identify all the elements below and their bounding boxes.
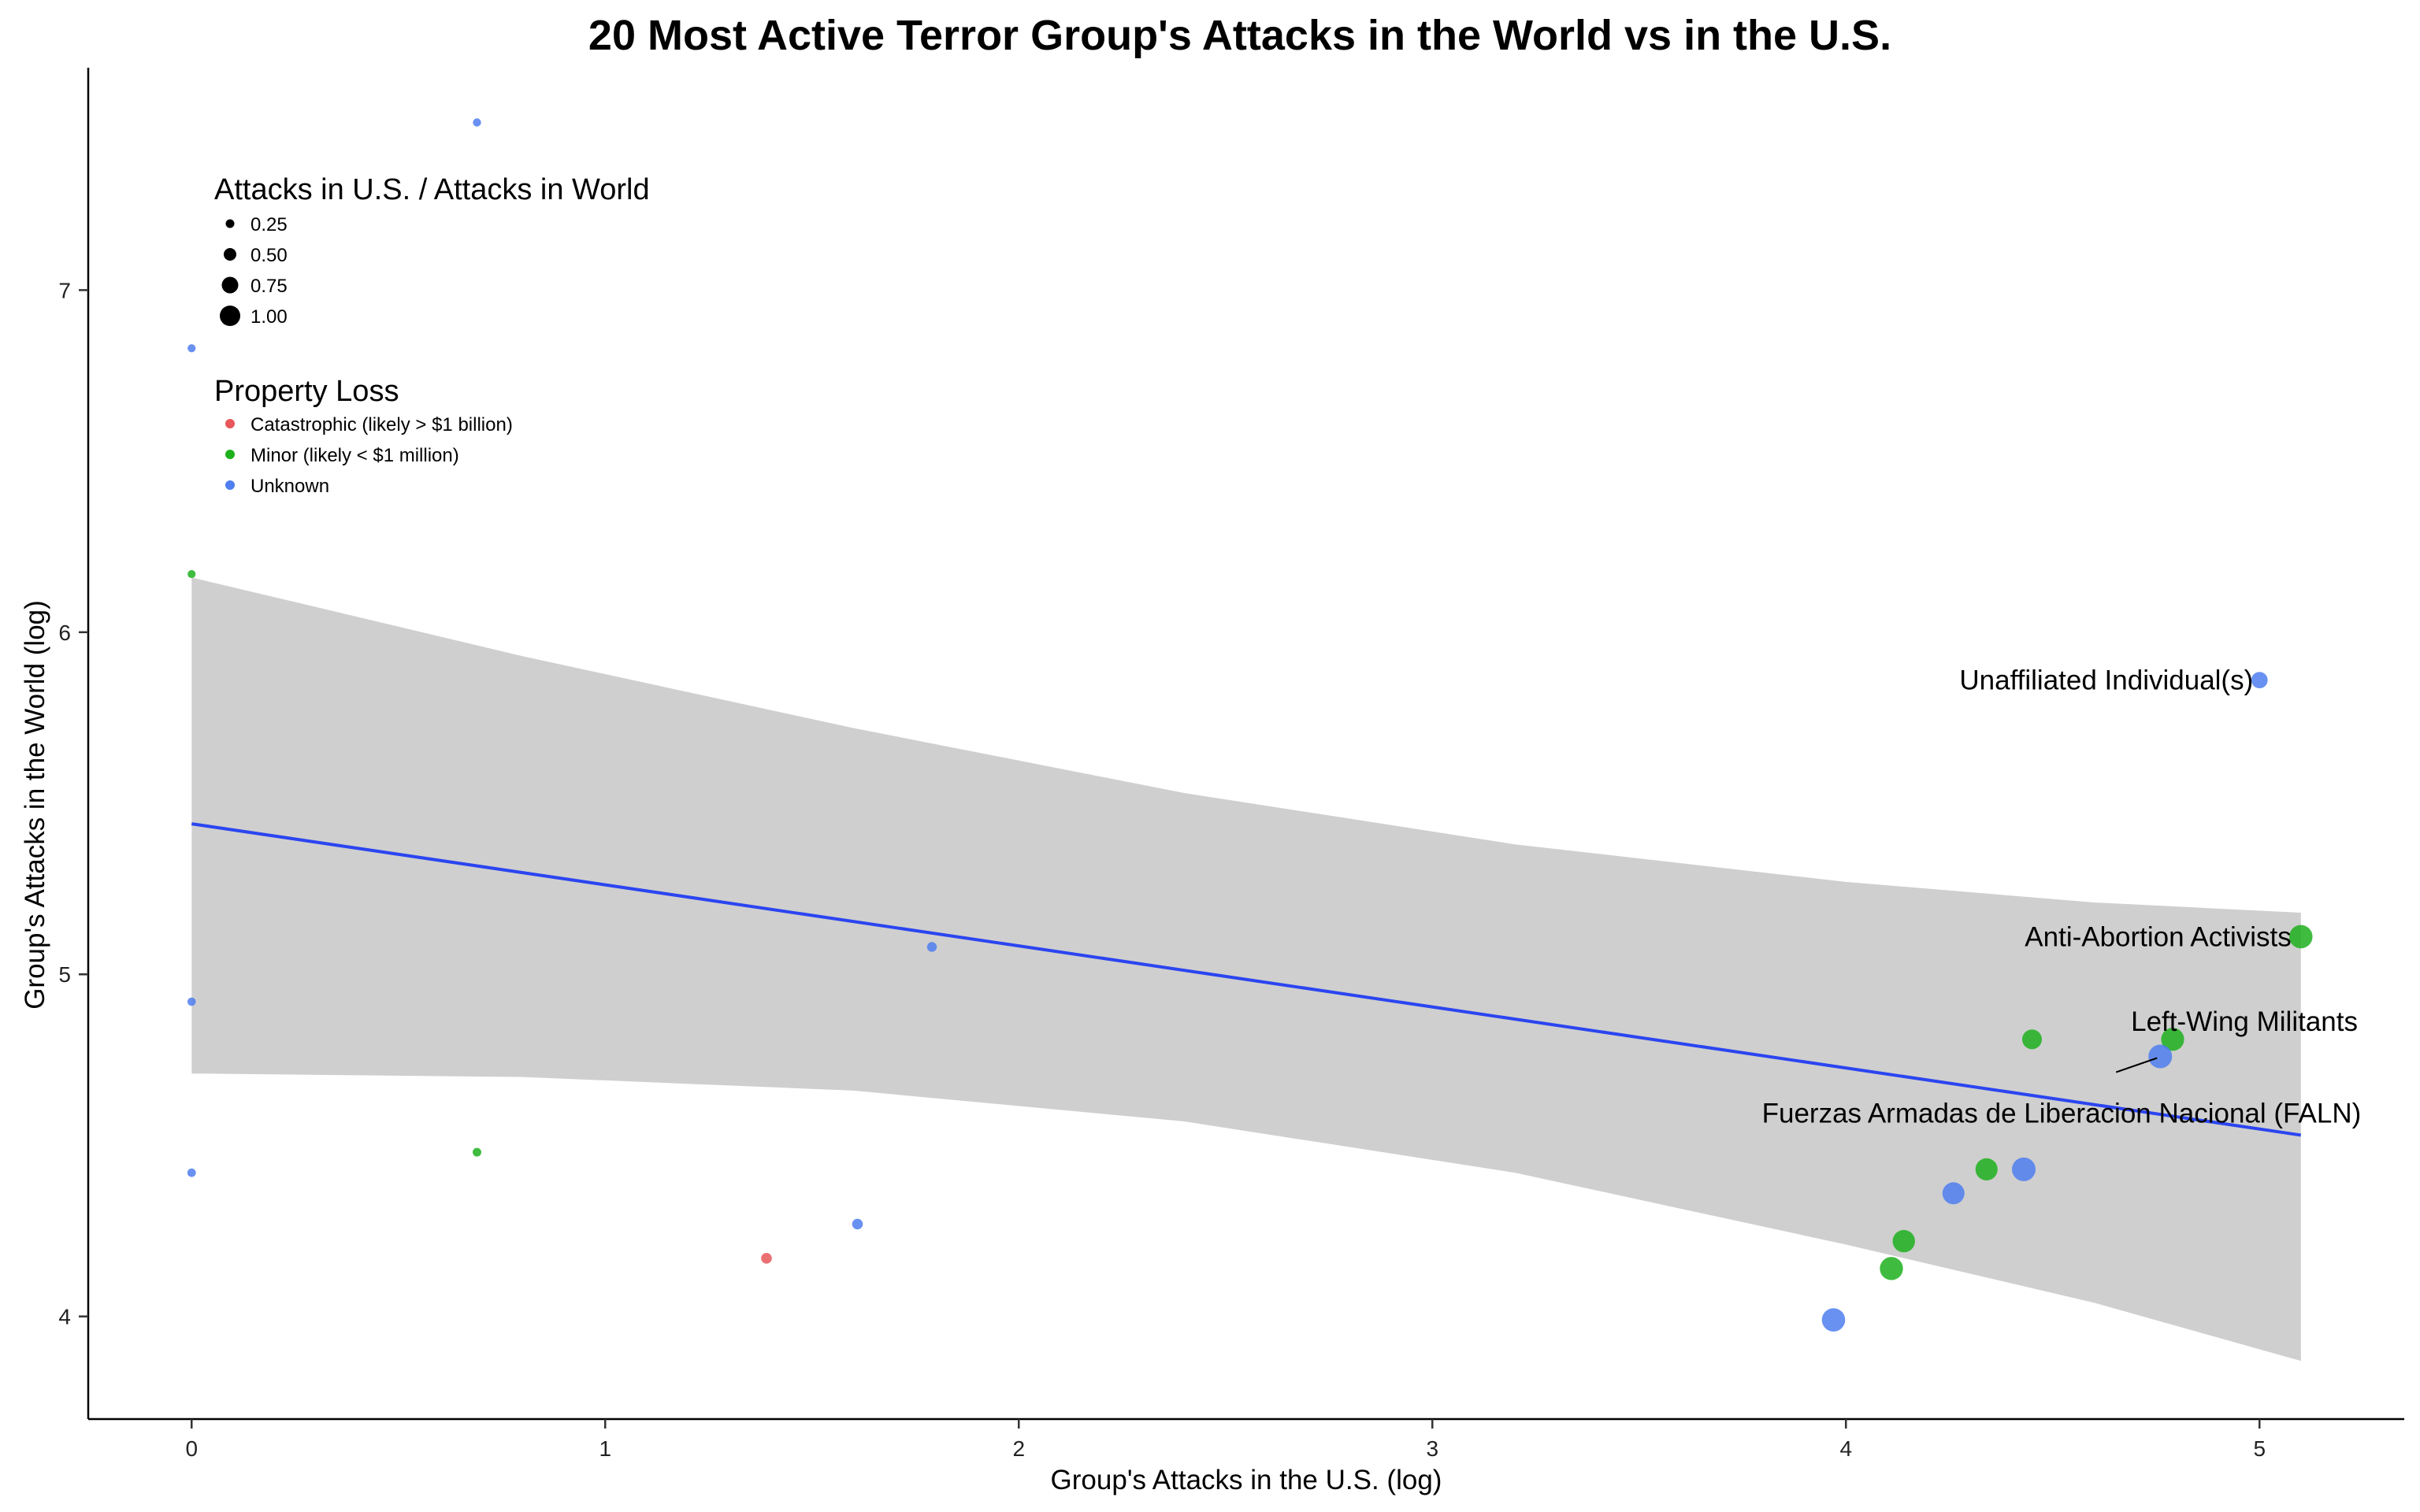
data-point: [1943, 1182, 1965, 1204]
data-point: [1822, 1308, 1846, 1332]
color-legend-label: Unknown: [251, 476, 329, 497]
size-legend-label: 1.00: [251, 306, 288, 328]
x-tick-label: 3: [1426, 1436, 1438, 1461]
data-point: [2148, 1045, 2172, 1069]
y-tick-label: 4: [58, 1305, 71, 1329]
data-point: [473, 118, 481, 126]
y-tick-label: 7: [58, 278, 71, 302]
y-tick-label: 6: [58, 621, 71, 645]
data-point: [2289, 925, 2313, 949]
x-axis-title: Group's Attacks in the U.S. (log): [1051, 1465, 1442, 1495]
point-label: Fuerzas Armadas de Liberacion Nacional (…: [1762, 1099, 2362, 1129]
size-legend-label: 0.50: [251, 245, 288, 266]
data-point: [2251, 672, 2268, 688]
x-tick-label: 1: [599, 1436, 611, 1461]
color-legend-label: Minor (likely < $1 million): [251, 445, 459, 466]
chart-title: 20 Most Active Terror Group's Attacks in…: [588, 12, 1891, 59]
data-point: [761, 1253, 772, 1264]
x-tick-label: 2: [1012, 1436, 1025, 1461]
legend: Attacks in U.S. / Attacks in World 0.25 0.…: [214, 173, 650, 497]
data-point: [2022, 1029, 2042, 1049]
data-point: [1893, 1230, 1915, 1252]
y-tick-label: 5: [58, 962, 71, 987]
color-legend-title: Property Loss: [214, 375, 399, 408]
point-label: Left-Wing Militants: [2131, 1006, 2358, 1037]
data-point: [473, 1148, 481, 1157]
plot-area: 0 1 2 3 4 5 4 5 6 7 Unaffiliated Individual(s) Anti…: [58, 68, 2404, 1461]
data-point: [1976, 1158, 1998, 1180]
size-legend-key: [224, 248, 236, 261]
data-point: [187, 344, 195, 352]
x-tick-label: 4: [1839, 1436, 1852, 1461]
x-tick-label: 5: [2253, 1436, 2266, 1461]
size-legend-title: Attacks in U.S. / Attacks in World: [214, 173, 650, 206]
color-legend-key: [225, 450, 235, 459]
size-legend-key: [220, 306, 240, 326]
data-point: [187, 1169, 196, 1177]
data-point: [927, 942, 937, 951]
color-legend-key: [225, 480, 235, 490]
size-legend-key: [222, 277, 239, 294]
data-point: [187, 570, 195, 578]
point-label: Anti-Abortion Activists: [2025, 921, 2291, 952]
size-legend-key: [226, 220, 235, 228]
size-legend-label: 0.25: [251, 214, 288, 235]
x-tick-label: 0: [185, 1436, 198, 1461]
color-legend-key: [225, 419, 235, 428]
point-label: Unaffiliated Individual(s): [1959, 665, 2253, 696]
y-axis-title: Group's Attacks in the World (log): [20, 600, 50, 1010]
data-point: [852, 1219, 863, 1230]
color-legend-label: Catastrophic (likely > $1 billion): [251, 414, 513, 435]
data-point: [187, 998, 196, 1006]
size-legend-label: 0.75: [251, 276, 288, 297]
data-point: [1880, 1257, 1902, 1280]
data-point: [2012, 1158, 2036, 1181]
